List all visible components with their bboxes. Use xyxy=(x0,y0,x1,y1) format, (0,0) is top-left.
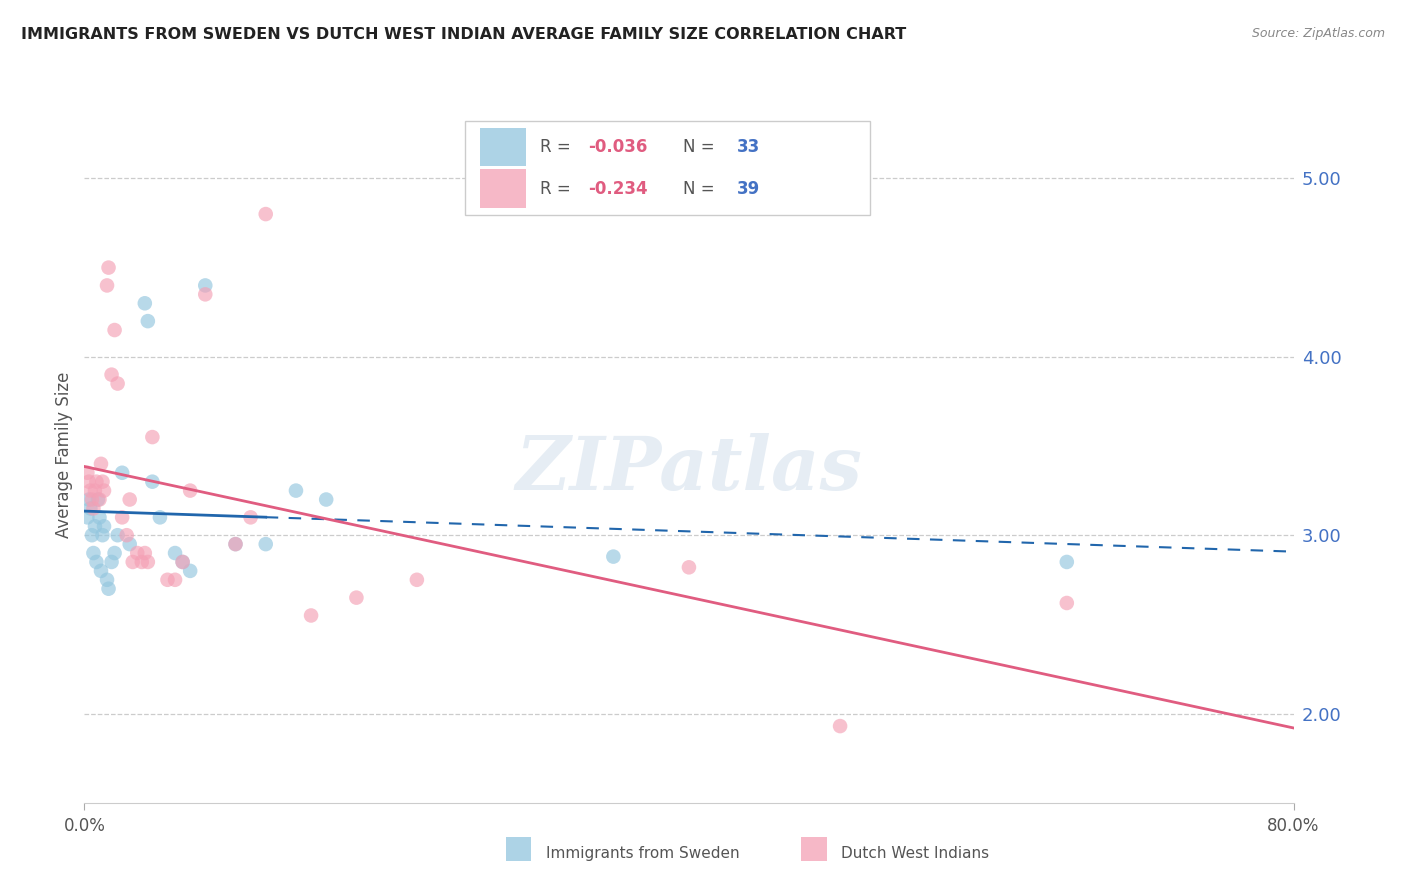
Point xyxy=(89,510,111,524)
Point xyxy=(91,475,114,489)
Point xyxy=(79,501,101,516)
Point xyxy=(104,323,127,337)
FancyBboxPatch shape xyxy=(465,121,870,215)
Text: Source: ZipAtlas.com: Source: ZipAtlas.com xyxy=(1251,27,1385,40)
Point xyxy=(107,528,129,542)
Point xyxy=(100,555,122,569)
Point xyxy=(115,528,138,542)
Point xyxy=(299,608,322,623)
Point xyxy=(127,546,149,560)
FancyBboxPatch shape xyxy=(479,169,526,208)
Point xyxy=(93,483,115,498)
Point xyxy=(136,555,159,569)
Point xyxy=(141,475,163,489)
Point xyxy=(179,564,201,578)
Point xyxy=(80,528,103,542)
Point xyxy=(93,519,115,533)
Point xyxy=(172,555,194,569)
Point xyxy=(104,546,127,560)
Point xyxy=(194,278,217,293)
Point xyxy=(77,475,100,489)
Point xyxy=(830,719,852,733)
FancyBboxPatch shape xyxy=(479,128,526,167)
Point xyxy=(84,483,107,498)
Text: Dutch West Indians: Dutch West Indians xyxy=(841,847,988,861)
Text: ZIPatlas: ZIPatlas xyxy=(516,433,862,505)
Point xyxy=(87,492,110,507)
Point xyxy=(100,368,122,382)
Point xyxy=(179,483,201,498)
Point xyxy=(254,537,277,551)
Point xyxy=(118,537,141,551)
Point xyxy=(82,501,104,516)
Point xyxy=(602,549,624,564)
Point xyxy=(1056,596,1078,610)
Point xyxy=(254,207,277,221)
Point xyxy=(90,457,112,471)
Point xyxy=(156,573,179,587)
Point xyxy=(82,546,104,560)
Point xyxy=(406,573,429,587)
Point xyxy=(172,555,194,569)
Point xyxy=(76,510,98,524)
Point xyxy=(77,492,100,507)
Text: R =: R = xyxy=(540,138,576,156)
Point xyxy=(79,483,101,498)
Point xyxy=(91,528,114,542)
Point xyxy=(225,537,247,551)
Point xyxy=(134,546,156,560)
Text: N =: N = xyxy=(683,179,720,198)
Point xyxy=(80,492,103,507)
Point xyxy=(86,555,108,569)
Text: -0.036: -0.036 xyxy=(589,138,648,156)
Text: -0.234: -0.234 xyxy=(589,179,648,198)
Text: Immigrants from Sweden: Immigrants from Sweden xyxy=(546,847,740,861)
Point xyxy=(239,510,262,524)
Point xyxy=(346,591,368,605)
Point xyxy=(131,555,153,569)
Point xyxy=(96,573,118,587)
Point xyxy=(111,466,134,480)
Point xyxy=(165,546,187,560)
Point xyxy=(86,475,108,489)
Text: IMMIGRANTS FROM SWEDEN VS DUTCH WEST INDIAN AVERAGE FAMILY SIZE CORRELATION CHAR: IMMIGRANTS FROM SWEDEN VS DUTCH WEST IND… xyxy=(21,27,907,42)
Point xyxy=(134,296,156,310)
Point xyxy=(194,287,217,301)
Point xyxy=(84,519,107,533)
Point xyxy=(315,492,337,507)
Point xyxy=(76,466,98,480)
Text: 33: 33 xyxy=(737,138,761,156)
Text: 39: 39 xyxy=(737,179,761,198)
Point xyxy=(107,376,129,391)
Point xyxy=(90,564,112,578)
Point xyxy=(111,510,134,524)
Text: N =: N = xyxy=(683,138,720,156)
Point xyxy=(678,560,700,574)
Point xyxy=(136,314,159,328)
Y-axis label: Average Family Size: Average Family Size xyxy=(55,372,73,538)
Point xyxy=(149,510,172,524)
Point xyxy=(89,492,111,507)
Point xyxy=(96,278,118,293)
Text: R =: R = xyxy=(540,179,576,198)
Point xyxy=(225,537,247,551)
Point xyxy=(141,430,163,444)
Point xyxy=(1056,555,1078,569)
Point xyxy=(121,555,143,569)
Point xyxy=(118,492,141,507)
Point xyxy=(97,260,120,275)
Point xyxy=(97,582,120,596)
Point xyxy=(285,483,308,498)
Point xyxy=(165,573,187,587)
